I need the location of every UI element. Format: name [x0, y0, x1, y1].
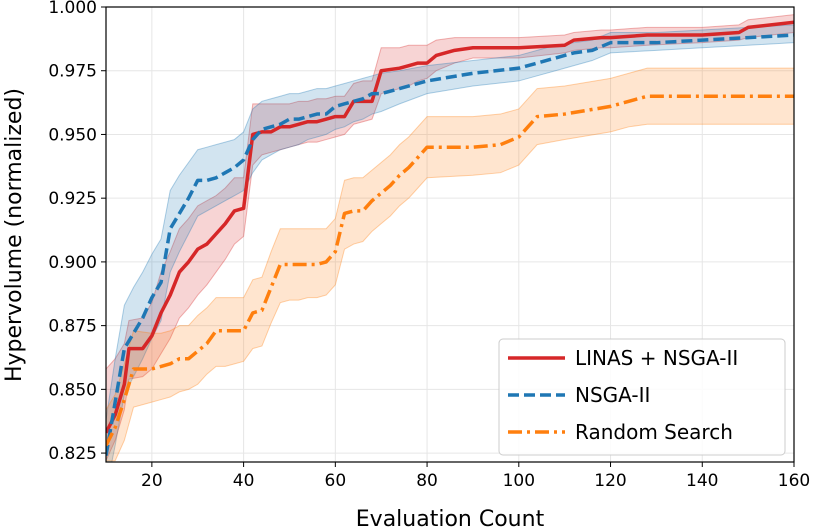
x-tick-label: 140 [686, 471, 718, 491]
x-tick-label: 120 [594, 471, 626, 491]
x-tick-label: 20 [141, 471, 163, 491]
legend: LINAS + NSGA-II NSGA-II Random Search [498, 338, 786, 456]
y-axis-label: Hypervolume (normalized) [2, 88, 27, 382]
x-axis-label: Evaluation Count [356, 507, 545, 531]
series-line-random-search [106, 94, 794, 447]
plot-frame [105, 6, 795, 463]
y-tick-label: 0.925 [48, 189, 97, 209]
x-axis-ticks: 20 40 60 80 100 120 140 160 [141, 462, 810, 491]
y-tick-label: 0.875 [48, 317, 97, 337]
legend-label-linas-nsga-ii: LINAS + NSGA-II [575, 346, 738, 370]
series-line-nsga-ii [106, 33, 794, 456]
x-tick-label: 100 [503, 471, 535, 491]
series-lines [106, 20, 794, 456]
y-tick-label: 0.975 [48, 62, 97, 82]
legend-label-nsga-ii: NSGA-II [575, 383, 650, 407]
legend-box [498, 338, 786, 456]
y-tick-label: 1.000 [48, 0, 97, 18]
x-tick-label: 60 [325, 471, 347, 491]
y-axis-ticks: 0.825 0.850 0.875 0.900 0.925 0.950 0.975 1.000 [48, 0, 106, 464]
y-tick-label: 0.850 [48, 380, 97, 400]
y-tick-label: 0.825 [48, 444, 97, 464]
band-nsga-ii [106, 24, 794, 462]
legend-label-random-search: Random Search [575, 420, 733, 444]
x-tick-label: 40 [233, 471, 255, 491]
y-tick-label: 0.900 [48, 253, 97, 273]
series-line-linas-nsga-ii [106, 20, 794, 434]
x-tick-label: 80 [416, 471, 438, 491]
x-tick-label: 160 [778, 471, 810, 491]
y-tick-label: 0.950 [48, 125, 97, 145]
grid [106, 6, 795, 462]
